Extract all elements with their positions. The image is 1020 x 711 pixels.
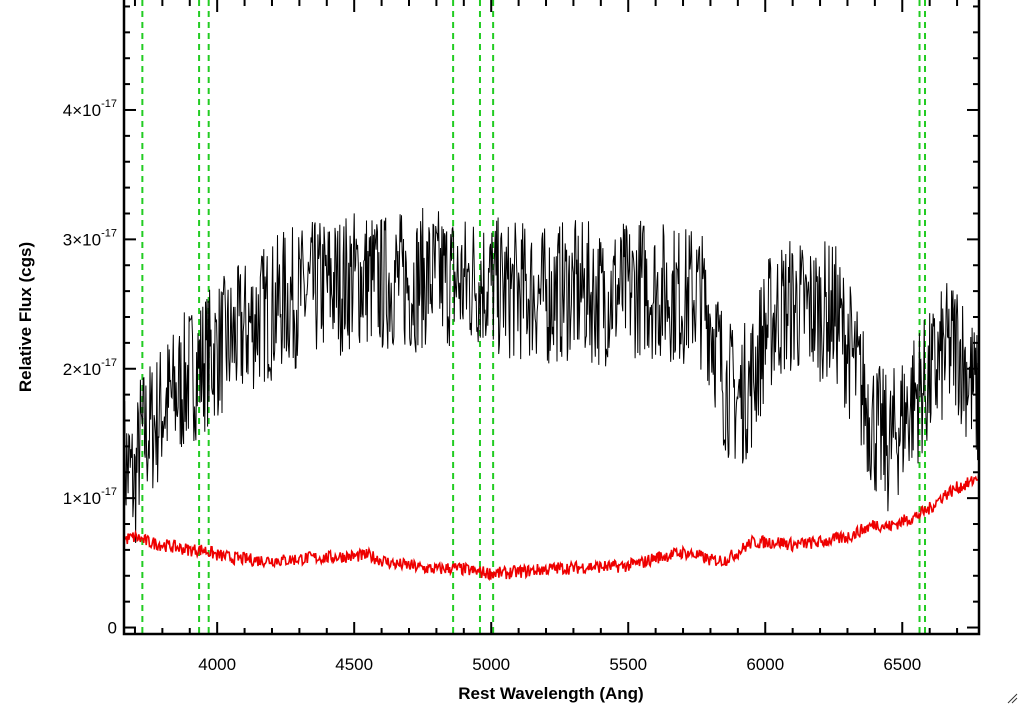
- x-tick-label: 4000: [198, 655, 236, 674]
- error-series-line: [124, 469, 980, 582]
- emission-line-markers: [141, 0, 927, 634]
- flux-series-layer: [124, 207, 980, 544]
- error-series-layer: [124, 469, 980, 582]
- y-tick-label: 0: [108, 619, 117, 638]
- y-axis-label: Relative Flux (cgs): [16, 242, 35, 392]
- y-tick-label: 3×10-17: [63, 227, 117, 249]
- x-tick-label: 5000: [472, 655, 510, 674]
- y-tick-label: 1×10-17: [63, 486, 117, 508]
- y-tick-label: 4×10-17: [63, 98, 117, 120]
- x-axis-label: Rest Wavelength (Ang): [458, 684, 643, 703]
- y-axis-ticks: 0 1×10-17 2×10-17 3×10-17 4×10-17: [63, 5, 979, 638]
- x-axis-ticks: 4000 4500 5000 5500 6000 6500: [133, 0, 959, 674]
- x-tick-label: 6500: [883, 655, 921, 674]
- y-tick-label: 2×10-17: [63, 357, 117, 379]
- x-tick-label: 5500: [609, 655, 647, 674]
- flux-series-line: [124, 207, 980, 544]
- x-tick-label: 6000: [746, 655, 784, 674]
- x-tick-label: 4500: [335, 655, 373, 674]
- resize-grip-icon[interactable]: [1006, 692, 1018, 704]
